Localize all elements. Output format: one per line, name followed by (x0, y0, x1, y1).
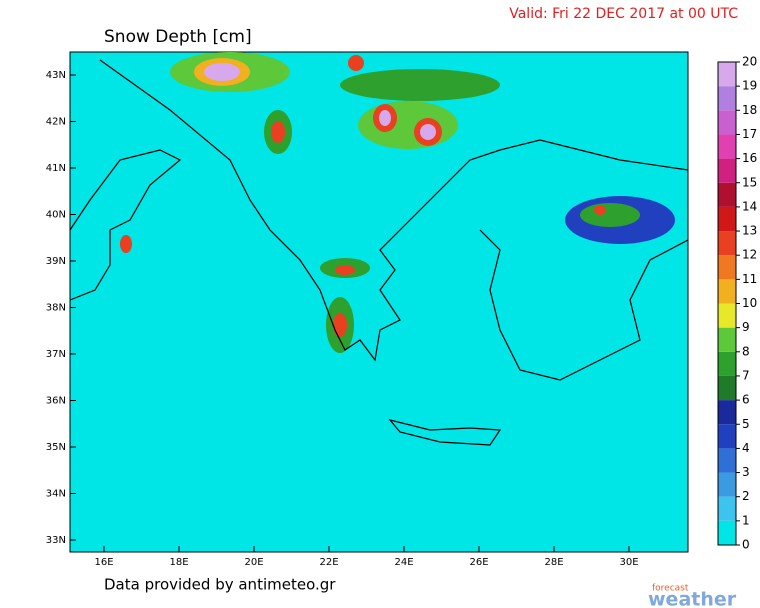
lat-label: 40N (46, 210, 66, 221)
map (69, 51, 689, 553)
colorbar-label: 11 (742, 272, 757, 286)
colorbar-label: 14 (742, 199, 757, 213)
colorbar-label: 8 (742, 344, 750, 358)
colorbar-segment (718, 134, 736, 159)
colorbar-segment (718, 327, 736, 352)
colorbar-segment (718, 158, 736, 183)
lat-label: 37N (46, 349, 66, 360)
lon-label: 26E (469, 557, 488, 568)
colorbar-segment (718, 496, 736, 521)
colorbar-label: 5 (742, 417, 750, 431)
colorbar-segment (718, 110, 736, 135)
colorbar-label: 1 (742, 513, 750, 527)
lat-label: 33N (46, 535, 66, 546)
colorbar-label: 16 (742, 151, 757, 165)
colorbar-label: 0 (742, 538, 750, 552)
colorbar-segment (718, 279, 736, 304)
colorbar-segment (718, 255, 736, 280)
logo-big: weather (648, 589, 737, 608)
valid-time: Valid: Fri 22 DEC 2017 at 00 UTC (509, 6, 738, 22)
colorbar-segment (718, 351, 736, 376)
lat-label: 42N (46, 117, 66, 128)
colorbar-label: 6 (742, 393, 750, 407)
colorbar-label: 3 (742, 465, 750, 479)
lon-label: 20E (244, 557, 263, 568)
lat-label: 43N (46, 70, 66, 81)
colorbar-label: 15 (742, 175, 757, 189)
lon-label: 18E (169, 557, 188, 568)
colorbar-label: 17 (742, 127, 757, 141)
colorbar-segment (718, 424, 736, 449)
colorbar-label: 20 (742, 55, 757, 69)
colorbar-segment (718, 303, 736, 328)
lat-label: 41N (46, 163, 66, 174)
lat-label: 34N (46, 489, 66, 500)
logo-small: forecast (652, 584, 689, 594)
colorbar-segment (718, 472, 736, 497)
lon-label: 30E (619, 557, 638, 568)
lon-label: 24E (394, 557, 413, 568)
lat-label: 38N (46, 303, 66, 314)
snow-areas (120, 52, 675, 353)
colorbar-label: 18 (742, 103, 757, 117)
colorbar-label: 13 (742, 224, 757, 238)
colorbar-segment (718, 86, 736, 111)
lat-label: 35N (46, 442, 66, 453)
colorbar-label: 7 (742, 368, 750, 382)
colorbar-segment (718, 231, 736, 256)
lon-label: 16E (94, 557, 113, 568)
colorbar-label: 19 (742, 79, 757, 93)
colorbar-segment (718, 62, 736, 87)
colorbar-label: 10 (742, 296, 757, 310)
lon-label: 28E (544, 557, 563, 568)
colorbar-label: 2 (742, 489, 750, 503)
colorbar-segment (718, 206, 736, 232)
logo: forecast weather (648, 584, 737, 608)
colorbar-label: 9 (742, 320, 750, 334)
colorbar-segment (718, 375, 736, 401)
colorbar-segment (718, 520, 736, 545)
coastline (69, 59, 689, 446)
lat-label: 36N (46, 396, 66, 407)
lon-labels: 16E 18E 20E 22E 24E 26E 28E 30E (94, 546, 639, 568)
colorbar-label: 12 (742, 248, 757, 262)
colorbar-segment (718, 448, 736, 473)
lon-label: 22E (319, 557, 338, 568)
title: Snow Depth [cm] (104, 27, 252, 47)
colorbar-segment (718, 182, 736, 207)
lat-label: 39N (46, 256, 66, 267)
colorbar-segment (718, 400, 736, 425)
footer: Data provided by antimeteo.gr (104, 576, 336, 594)
colorbar-label: 4 (742, 441, 750, 455)
lat-labels: 43N 42N 41N 40N 39N 38N 37N 36N 35N 34N 33N (46, 70, 76, 546)
